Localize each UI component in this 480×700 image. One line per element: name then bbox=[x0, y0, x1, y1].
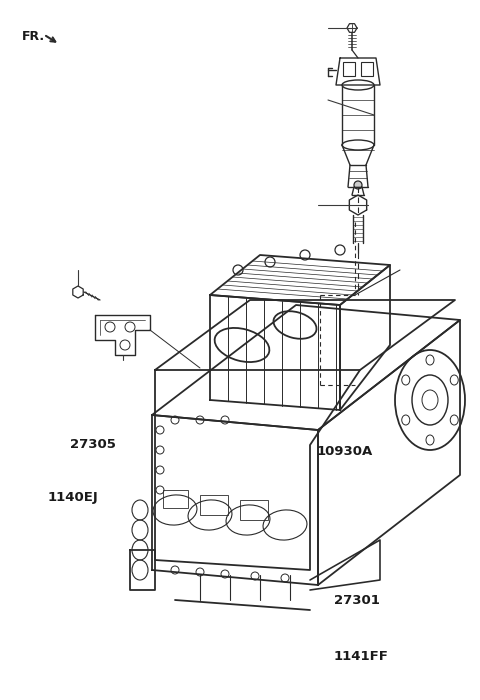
Text: 10930A: 10930A bbox=[317, 445, 373, 458]
Bar bbox=[361, 62, 373, 76]
Ellipse shape bbox=[354, 181, 362, 189]
Bar bbox=[343, 62, 355, 76]
Text: FR.: FR. bbox=[22, 30, 45, 43]
Text: 27305: 27305 bbox=[70, 438, 116, 451]
Text: 1141FF: 1141FF bbox=[334, 650, 388, 663]
Bar bbox=[200, 495, 228, 515]
Text: 27301: 27301 bbox=[334, 594, 380, 607]
Text: 1140EJ: 1140EJ bbox=[48, 491, 99, 503]
Bar bbox=[163, 490, 188, 508]
Bar bbox=[240, 500, 268, 520]
